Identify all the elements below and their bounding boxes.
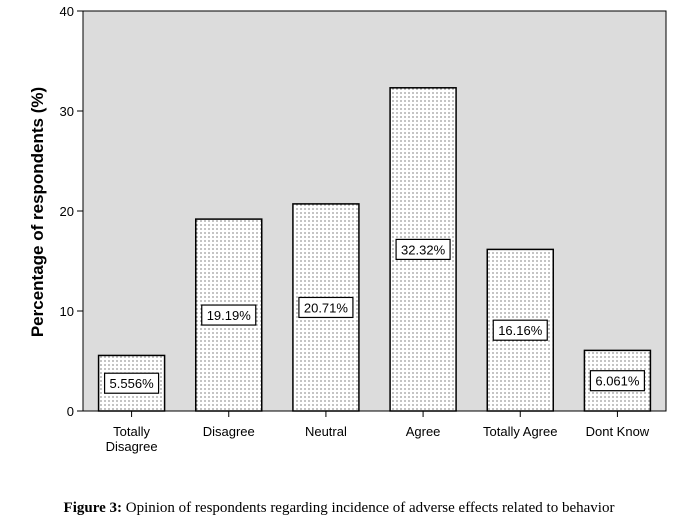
data-label: 20.71% <box>304 300 349 315</box>
data-label-box <box>492 319 548 341</box>
data-label-box <box>201 304 257 326</box>
data-label-box <box>298 296 354 319</box>
figure-caption: Figure 3: Opinion of respondents regardi… <box>0 500 678 517</box>
data-label-box <box>103 372 160 394</box>
y-axis: 0 10 20 30 40 <box>60 4 83 419</box>
y-tick-label: 0 <box>67 404 74 419</box>
y-tick-label: 40 <box>60 4 74 19</box>
x-tick-label: Disagree <box>106 439 158 454</box>
x-tick-label: Dont Know <box>586 424 650 439</box>
y-axis-title: Percentage of respondents (%) <box>28 87 47 337</box>
data-label-box <box>395 238 451 260</box>
y-tick-label: 10 <box>60 304 74 319</box>
x-tick-label: Totally <box>113 424 150 439</box>
x-tick-label: Totally Agree <box>483 424 557 439</box>
data-label: 16.16% <box>498 323 543 338</box>
data-label-box <box>589 370 646 392</box>
x-tick-label: Disagree <box>203 424 255 439</box>
data-label: 32.32% <box>401 242 446 257</box>
caption-label: Figure 3: <box>63 500 122 516</box>
y-tick-label: 20 <box>60 204 74 219</box>
data-label: 5.556% <box>110 376 155 391</box>
caption-text: Opinion of respondents regarding inciden… <box>125 500 615 516</box>
data-label: 6.061% <box>595 374 640 389</box>
x-tick-label: Neutral <box>305 424 347 439</box>
y-tick-label: 30 <box>60 104 74 119</box>
data-label: 19.19% <box>207 308 252 323</box>
x-tick-label: Agree <box>406 424 441 439</box>
plot-area <box>82 10 667 412</box>
bars-group: 5.556% 19.19% 20.71% 32.32% 16.16% 6.061% <box>97 87 652 412</box>
